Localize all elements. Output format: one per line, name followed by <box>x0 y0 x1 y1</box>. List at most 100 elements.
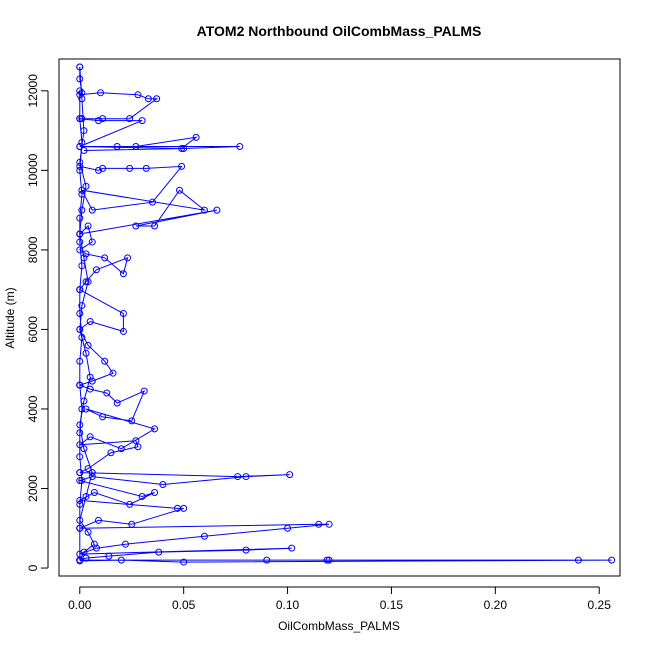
data-point <box>78 95 86 103</box>
data-point <box>78 190 86 198</box>
data-point <box>78 262 86 270</box>
data-point <box>608 556 616 564</box>
series-line <box>79 90 83 561</box>
data-point <box>76 75 84 83</box>
data-point <box>151 488 159 496</box>
chart-title: ATOM2 Northbound OilCombMass_PALMS <box>197 23 482 39</box>
series-line <box>77 472 290 529</box>
data-point <box>84 528 92 536</box>
data-point <box>325 556 333 564</box>
data-point <box>132 437 140 445</box>
data-point <box>126 164 134 172</box>
data-point <box>76 524 84 532</box>
data-point <box>315 520 323 528</box>
series-line <box>79 523 612 563</box>
x-tick-label: 0.10 <box>276 598 300 612</box>
data-point <box>284 524 292 532</box>
data-point <box>236 142 244 150</box>
data-point <box>151 222 159 230</box>
data-point <box>101 357 109 365</box>
y-tick-label: 12000 <box>26 74 40 108</box>
data-point <box>76 63 84 71</box>
data-point <box>76 214 84 222</box>
y-axis-label: Altitude (m) <box>3 287 17 348</box>
data-point <box>263 556 271 564</box>
data-point <box>76 469 84 477</box>
data-point <box>82 349 90 357</box>
data-point <box>132 142 140 150</box>
data-point <box>117 556 125 564</box>
data-point <box>119 310 127 318</box>
y-tick-label: 4000 <box>26 395 40 422</box>
data-point <box>180 504 188 512</box>
data-point <box>76 238 84 246</box>
series-7 <box>76 520 616 566</box>
data-point <box>134 91 142 99</box>
data-point <box>76 500 84 508</box>
data-point <box>76 115 84 123</box>
data-point <box>76 325 84 333</box>
data-point <box>84 341 92 349</box>
data-point <box>121 540 129 548</box>
data-point <box>132 222 140 230</box>
data-point <box>140 387 148 395</box>
data-point <box>94 117 102 125</box>
y-tick-label: 0 <box>26 564 40 571</box>
data-point <box>107 449 115 457</box>
series-6 <box>76 469 294 532</box>
data-point <box>76 310 84 318</box>
series-3 <box>76 162 221 238</box>
data-point <box>242 546 250 554</box>
data-point <box>78 477 86 485</box>
data-point <box>76 286 84 294</box>
data-point <box>286 471 294 479</box>
data-point <box>82 182 90 190</box>
data-point <box>234 473 242 481</box>
data-point <box>119 270 127 278</box>
data-point <box>94 516 102 524</box>
data-point <box>76 556 84 564</box>
data-point <box>153 95 161 103</box>
data-point <box>97 89 105 97</box>
data-point <box>109 369 117 377</box>
data-point <box>113 142 121 150</box>
data-point <box>92 266 100 274</box>
x-axis-label: OilCombMass_PALMS <box>278 619 400 633</box>
y-tick-label: 2000 <box>26 475 40 502</box>
data-point <box>76 142 84 150</box>
data-point <box>325 520 333 528</box>
data-point <box>76 429 84 437</box>
data-point <box>90 488 98 496</box>
data-point <box>178 162 186 170</box>
data-point <box>92 544 100 552</box>
series-line <box>78 384 156 474</box>
data-point <box>80 445 88 453</box>
data-point <box>149 198 156 206</box>
data-point <box>78 206 86 214</box>
data-point <box>323 556 331 564</box>
data-point <box>113 399 121 407</box>
data-point <box>86 433 94 441</box>
data-point <box>82 492 90 500</box>
x-tick-label: 0.05 <box>172 598 196 612</box>
series-line <box>79 118 240 151</box>
data-point <box>180 558 188 566</box>
data-point <box>76 357 84 365</box>
series-line <box>79 66 95 561</box>
data-point <box>178 144 186 152</box>
data-point <box>78 302 86 310</box>
data-point <box>574 556 582 564</box>
data-point <box>142 164 150 172</box>
data-point <box>151 425 159 433</box>
data-point <box>128 417 136 425</box>
y-tick-label: 8000 <box>26 236 40 263</box>
data-point <box>90 540 98 548</box>
plot-frame <box>58 58 621 577</box>
data-point <box>82 278 90 286</box>
x-axis: 0.00 0.05 0.10 0.15 0.20 0.25 <box>68 586 611 612</box>
data-point <box>76 381 84 389</box>
data-point <box>138 117 146 125</box>
data-point <box>117 445 125 453</box>
data-point <box>88 206 96 214</box>
